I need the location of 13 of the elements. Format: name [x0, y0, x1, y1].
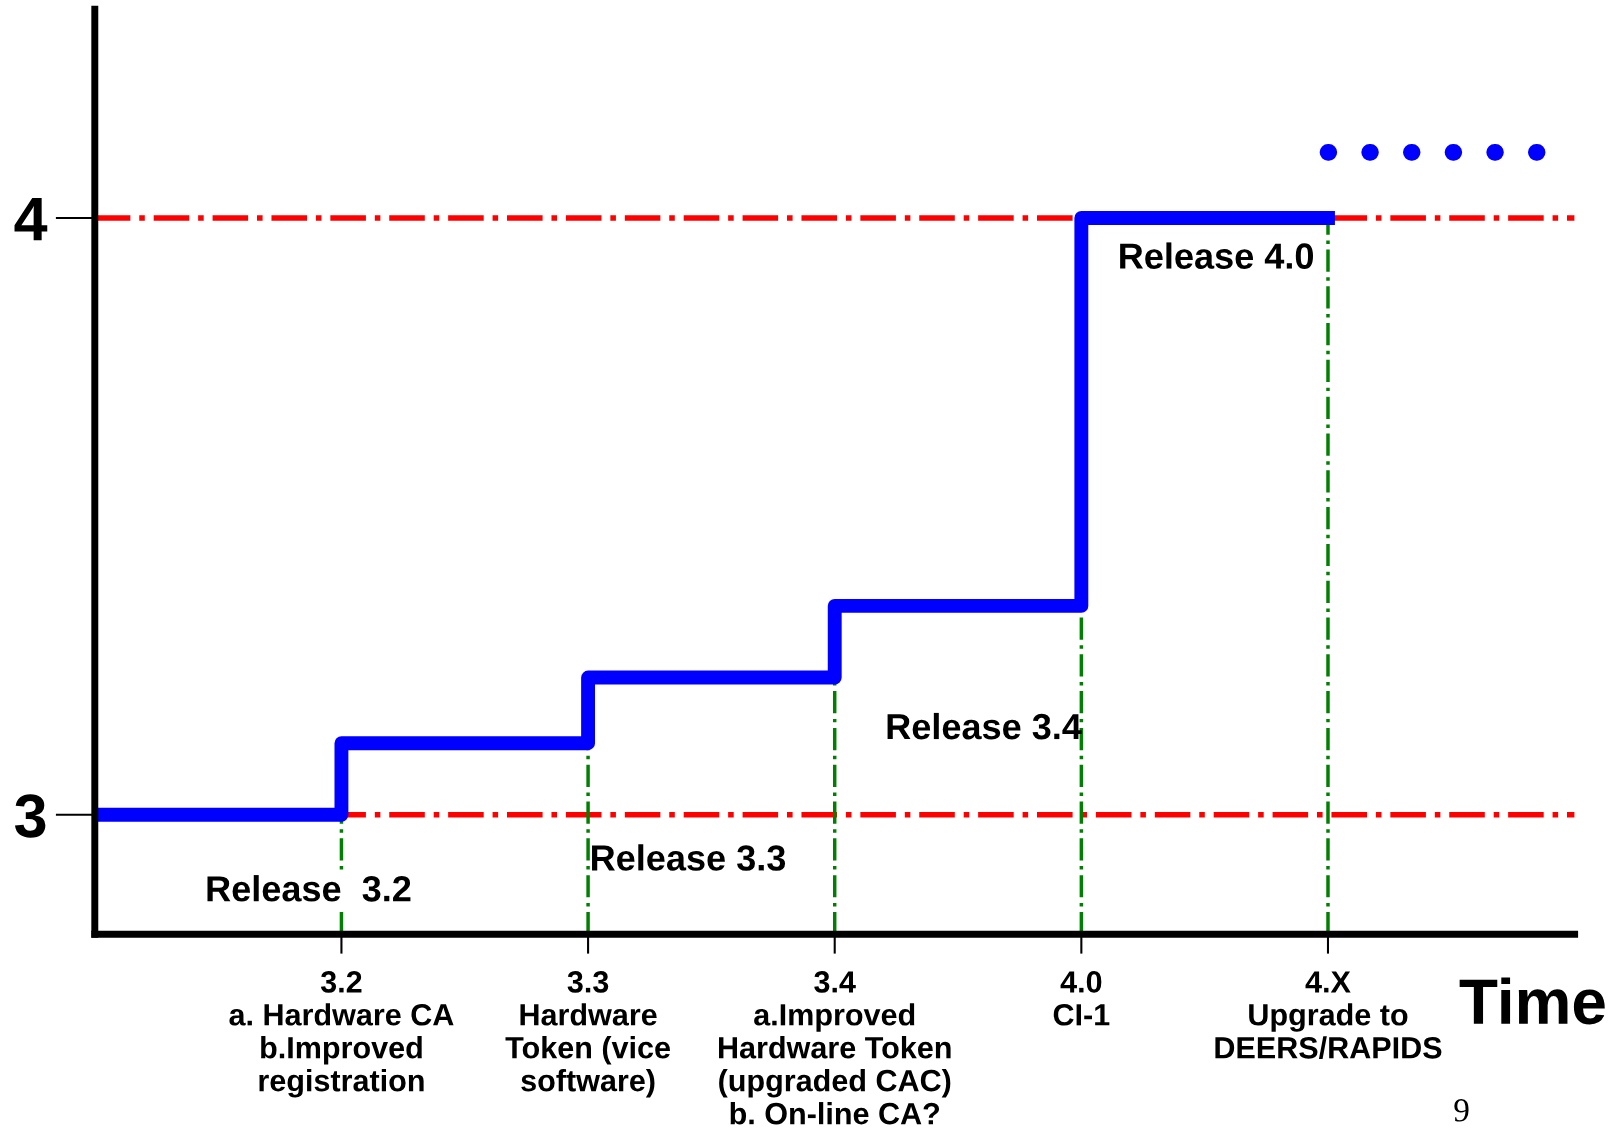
y-tick-label: 3 [15, 794, 46, 838]
x-tick-label: 4.X Upgrade to DEERS/RAPIDS [1215, 971, 1442, 1059]
annotation: Release 3.2 [207, 875, 411, 902]
annotation: Release 3.4 [887, 712, 1082, 740]
text: 9 [1454, 1099, 1469, 1122]
x-axis-title: Time [1459, 977, 1605, 1025]
x-tick-label: 4.0 CI-1 [1053, 971, 1110, 1026]
annotation: Release 3.3 [592, 844, 786, 871]
x-tick-label: 3.2 a. Hardware CA b.Improved registration [229, 971, 454, 1098]
y-tick-label: 4 [14, 198, 48, 241]
annotation: Release 4.0 [1120, 242, 1313, 269]
x-tick-label: 3.3 Hardware Token (vice software) [505, 971, 670, 1098]
x-tick-label: 3.4 a.Improved Hardware Token (upgraded CAC) b. On-line CA? [719, 971, 951, 1125]
